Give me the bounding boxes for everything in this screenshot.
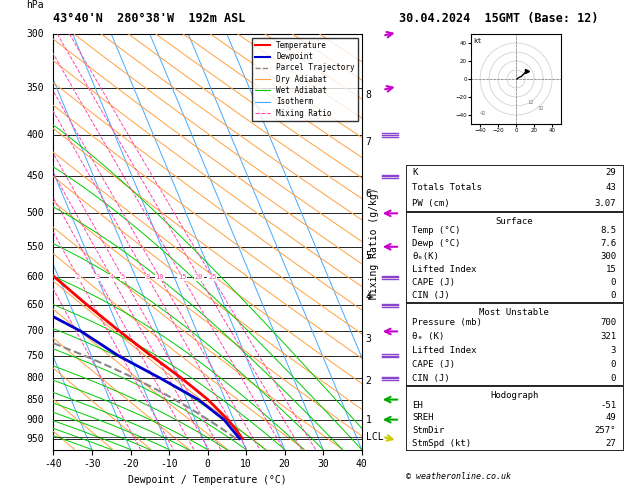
Text: 0: 0 (611, 291, 616, 300)
Text: Temp (°C): Temp (°C) (412, 226, 460, 235)
Text: 8: 8 (145, 274, 150, 280)
Text: 900: 900 (26, 415, 44, 425)
Text: 3: 3 (95, 274, 99, 280)
Text: © weatheronline.co.uk: © weatheronline.co.uk (406, 472, 511, 481)
Text: Pressure (mb): Pressure (mb) (412, 318, 482, 327)
Text: 5: 5 (121, 274, 125, 280)
Text: θₑ(K): θₑ(K) (412, 252, 439, 261)
Text: 7.6: 7.6 (600, 239, 616, 248)
Text: 29: 29 (606, 168, 616, 177)
Text: 4: 4 (109, 274, 114, 280)
Text: 6: 6 (365, 189, 371, 199)
Text: 650: 650 (26, 300, 44, 311)
Text: 450: 450 (26, 172, 44, 181)
Text: EH: EH (412, 400, 423, 410)
Text: 15: 15 (606, 265, 616, 274)
Text: 3: 3 (611, 346, 616, 355)
Text: -51: -51 (600, 400, 616, 410)
Text: 750: 750 (26, 351, 44, 361)
Text: 550: 550 (26, 242, 44, 252)
Text: 25: 25 (208, 274, 216, 280)
Text: Lifted Index: Lifted Index (412, 265, 477, 274)
Text: 43: 43 (606, 183, 616, 192)
Text: K: K (412, 168, 418, 177)
Text: 43°40'N  280°38'W  192m ASL: 43°40'N 280°38'W 192m ASL (53, 12, 246, 25)
Text: Lifted Index: Lifted Index (412, 346, 477, 355)
Text: Surface: Surface (496, 217, 533, 226)
Text: 850: 850 (26, 395, 44, 404)
Text: 350: 350 (26, 83, 44, 93)
Text: 3: 3 (365, 334, 371, 344)
Text: Mixing Ratio (g/kg): Mixing Ratio (g/kg) (369, 187, 379, 299)
Text: CAPE (J): CAPE (J) (412, 360, 455, 369)
Text: 12: 12 (527, 100, 533, 105)
Text: Dewp (°C): Dewp (°C) (412, 239, 460, 248)
Text: 2: 2 (365, 376, 371, 385)
Text: SREH: SREH (412, 414, 434, 422)
Text: 800: 800 (26, 373, 44, 383)
Text: 950: 950 (26, 434, 44, 444)
Text: 5: 5 (365, 251, 371, 260)
Text: 321: 321 (600, 332, 616, 341)
Text: 20: 20 (195, 274, 203, 280)
Text: 600: 600 (26, 272, 44, 282)
Text: StmDir: StmDir (412, 426, 445, 435)
Text: StmSpd (kt): StmSpd (kt) (412, 439, 471, 448)
Text: 42: 42 (480, 111, 487, 116)
Text: LCL: LCL (365, 432, 383, 442)
Text: 8.5: 8.5 (600, 226, 616, 235)
X-axis label: Dewpoint / Temperature (°C): Dewpoint / Temperature (°C) (128, 475, 287, 485)
Text: 27: 27 (606, 439, 616, 448)
Text: 30.04.2024  15GMT (Base: 12): 30.04.2024 15GMT (Base: 12) (399, 12, 599, 25)
Text: 400: 400 (26, 130, 44, 140)
Text: 700: 700 (600, 318, 616, 327)
Text: 0: 0 (611, 360, 616, 369)
Text: 300: 300 (600, 252, 616, 261)
Text: Totals Totals: Totals Totals (412, 183, 482, 192)
Text: 257°: 257° (594, 426, 616, 435)
Text: 15: 15 (178, 274, 187, 280)
Text: 500: 500 (26, 208, 44, 218)
Text: 700: 700 (26, 327, 44, 336)
Text: kt: kt (473, 37, 481, 44)
Text: 1: 1 (365, 415, 371, 425)
Text: 4: 4 (365, 292, 371, 302)
Text: 2: 2 (76, 274, 81, 280)
Text: 3.07: 3.07 (594, 198, 616, 208)
Text: θₑ (K): θₑ (K) (412, 332, 445, 341)
Text: 7: 7 (365, 137, 371, 147)
Text: 0: 0 (611, 374, 616, 382)
Legend: Temperature, Dewpoint, Parcel Trajectory, Dry Adiabat, Wet Adiabat, Isotherm, Mi: Temperature, Dewpoint, Parcel Trajectory… (252, 38, 358, 121)
Text: CAPE (J): CAPE (J) (412, 278, 455, 287)
Text: 0: 0 (611, 278, 616, 287)
Text: Most Unstable: Most Unstable (479, 308, 549, 317)
Text: Hodograph: Hodograph (490, 391, 538, 400)
Text: 49: 49 (606, 414, 616, 422)
Text: 8: 8 (365, 90, 371, 100)
Text: 10: 10 (155, 274, 164, 280)
Text: CIN (J): CIN (J) (412, 374, 450, 382)
Text: hPa: hPa (26, 0, 44, 10)
Text: 32: 32 (538, 106, 544, 111)
Text: CIN (J): CIN (J) (412, 291, 450, 300)
Text: 300: 300 (26, 29, 44, 39)
Text: PW (cm): PW (cm) (412, 198, 450, 208)
